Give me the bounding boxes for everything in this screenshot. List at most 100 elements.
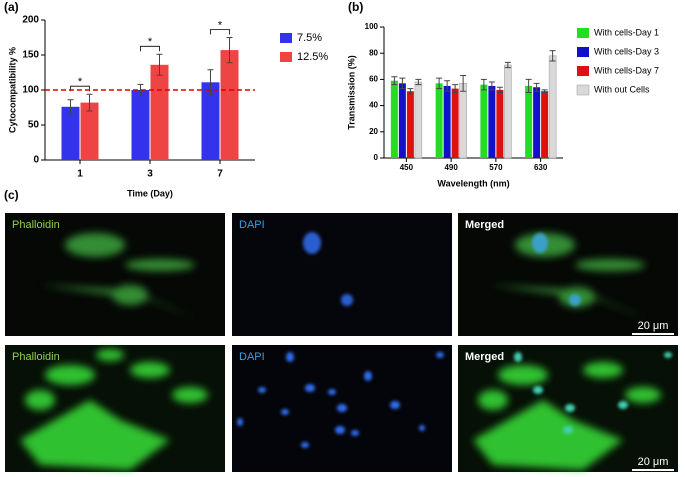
bar <box>480 84 488 158</box>
bar <box>443 85 451 158</box>
bar <box>541 91 549 158</box>
bar <box>131 90 150 160</box>
x-tick-label: 1 <box>77 169 83 180</box>
image-label: Phalloidin <box>12 219 60 231</box>
bar <box>525 85 533 158</box>
legend-label: With out Cells <box>594 84 650 94</box>
error-bar <box>444 80 451 92</box>
x-tick-label: 3 <box>147 169 153 180</box>
error-bar <box>496 86 503 93</box>
y-tick-label: 200 <box>22 15 39 26</box>
error-bar <box>549 50 556 62</box>
error-bar <box>415 78 422 86</box>
significance-mark: * <box>78 76 83 88</box>
y-tick-label: 100 <box>365 22 379 31</box>
error-bar <box>488 81 495 91</box>
cells <box>40 233 200 320</box>
cells <box>473 362 661 470</box>
x-axis-title: Wavelength (nm) <box>437 178 509 188</box>
y-tick-label: 80 <box>369 48 378 57</box>
panel-label: (c) <box>4 188 19 202</box>
error-bar <box>207 69 214 96</box>
legend-label: With cells-Day 3 <box>594 46 659 56</box>
legend-swatch <box>577 47 589 57</box>
y-tick-label: 40 <box>369 101 378 110</box>
x-tick-label: 7 <box>217 169 223 180</box>
error-bar <box>226 37 233 64</box>
y-tick-label: 0 <box>374 153 379 162</box>
legend-label: With cells-Day 1 <box>594 27 659 37</box>
image-label: Merged <box>465 351 504 363</box>
bar <box>150 64 169 160</box>
error-bar <box>391 76 398 86</box>
panel-label: (b) <box>348 0 363 14</box>
bar <box>414 81 423 159</box>
error-bar <box>504 61 511 69</box>
y-tick-label: 0 <box>33 155 39 166</box>
error-bar <box>156 53 163 76</box>
bar <box>220 50 239 160</box>
nuclei <box>514 352 672 434</box>
bar <box>451 88 459 158</box>
error-bar <box>480 78 487 91</box>
legend-label: 7.5% <box>297 32 322 44</box>
image <box>232 213 452 336</box>
significance-bracket <box>210 29 230 35</box>
image-label: Phalloidin <box>12 351 60 363</box>
image-label: DAPI <box>239 219 265 231</box>
bar <box>488 85 496 158</box>
error-bar <box>399 77 406 90</box>
error-bar <box>541 89 548 93</box>
legend-label: 12.5% <box>297 51 328 63</box>
bar <box>390 80 398 158</box>
scale-bar-label: 20 μm <box>638 320 669 332</box>
significance-mark: * <box>218 19 223 31</box>
bar <box>533 87 541 158</box>
legend-swatch <box>577 28 589 38</box>
x-tick-label: 630 <box>534 163 548 172</box>
bar <box>80 102 99 160</box>
bar <box>459 83 467 159</box>
y-axis-title: Cytocompatibility % <box>7 47 17 133</box>
bar <box>398 83 406 158</box>
error-bar <box>67 99 74 115</box>
x-tick-label: 570 <box>489 163 503 172</box>
legend-swatch <box>576 84 590 96</box>
significance-bracket <box>140 45 160 52</box>
scale-bar-label: 20 μm <box>638 456 669 468</box>
cells <box>20 349 208 470</box>
error-bar <box>86 93 93 112</box>
bar <box>435 83 443 158</box>
significance-bracket <box>70 85 90 92</box>
micrographs: Phalloidin DAPI Merged Phalloidin DAPI M… <box>5 213 678 472</box>
x-axis-title: Time (Day) <box>127 188 173 198</box>
image <box>5 213 225 336</box>
error-bar <box>137 83 144 97</box>
y-tick-label: 50 <box>28 120 40 131</box>
nuclei <box>303 232 353 306</box>
x-tick-label: 450 <box>400 163 414 172</box>
bar <box>504 64 512 159</box>
bar <box>496 89 504 158</box>
legend-swatch <box>280 52 292 62</box>
legend-swatch <box>577 66 589 76</box>
image-label: DAPI <box>239 351 265 363</box>
significance-mark: * <box>148 36 153 48</box>
legend-swatch <box>280 33 292 43</box>
y-tick-label: 100 <box>22 85 39 96</box>
error-bar <box>525 78 532 93</box>
error-bar <box>407 88 414 95</box>
bar <box>61 106 80 160</box>
y-tick-label: 20 <box>369 127 378 136</box>
error-bar <box>460 74 467 92</box>
error-bar <box>436 77 443 90</box>
nuclei <box>237 352 444 448</box>
error-bar <box>533 82 540 92</box>
panel-label: (a) <box>4 0 19 14</box>
bar <box>548 55 557 159</box>
bar <box>201 82 220 160</box>
y-tick-label: 150 <box>22 50 39 61</box>
y-axis-title: Transmission (%) <box>346 55 356 130</box>
error-bar <box>452 84 459 93</box>
